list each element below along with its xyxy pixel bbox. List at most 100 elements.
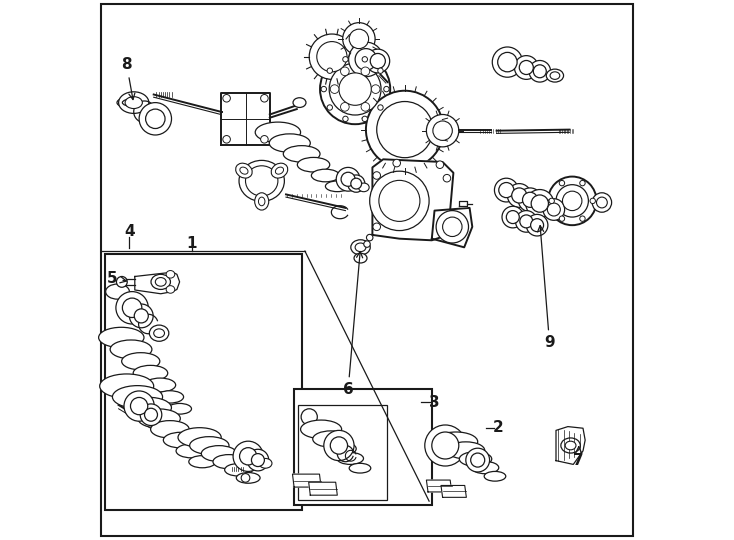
Ellipse shape	[559, 180, 564, 186]
Ellipse shape	[261, 94, 268, 102]
Ellipse shape	[364, 241, 370, 247]
Ellipse shape	[131, 397, 148, 415]
Ellipse shape	[443, 217, 462, 237]
Ellipse shape	[484, 471, 506, 481]
Ellipse shape	[156, 391, 184, 403]
Ellipse shape	[550, 72, 560, 79]
Ellipse shape	[321, 86, 327, 92]
Ellipse shape	[592, 193, 611, 212]
Ellipse shape	[341, 67, 349, 76]
Ellipse shape	[122, 353, 160, 370]
Ellipse shape	[597, 197, 607, 208]
Ellipse shape	[370, 53, 385, 69]
Ellipse shape	[507, 184, 531, 207]
Ellipse shape	[330, 85, 339, 93]
Text: 2: 2	[493, 420, 503, 435]
Ellipse shape	[343, 57, 348, 62]
Text: 7: 7	[573, 447, 584, 468]
Ellipse shape	[529, 60, 550, 82]
Ellipse shape	[189, 456, 216, 468]
Ellipse shape	[378, 68, 383, 73]
Polygon shape	[441, 485, 466, 497]
Ellipse shape	[327, 105, 333, 110]
Ellipse shape	[343, 23, 375, 55]
Ellipse shape	[531, 195, 548, 212]
Ellipse shape	[466, 448, 490, 472]
Ellipse shape	[236, 163, 252, 178]
Ellipse shape	[519, 60, 534, 75]
Ellipse shape	[377, 102, 433, 158]
Text: 8: 8	[121, 57, 135, 99]
Ellipse shape	[325, 181, 349, 192]
Polygon shape	[292, 474, 321, 487]
Ellipse shape	[506, 211, 519, 224]
Ellipse shape	[373, 223, 380, 231]
Ellipse shape	[106, 284, 129, 299]
Ellipse shape	[546, 69, 564, 82]
Ellipse shape	[247, 449, 269, 471]
Ellipse shape	[124, 391, 154, 421]
Ellipse shape	[355, 49, 377, 70]
Ellipse shape	[373, 172, 380, 179]
Ellipse shape	[117, 97, 148, 109]
Ellipse shape	[426, 114, 459, 147]
Ellipse shape	[565, 441, 576, 450]
Ellipse shape	[531, 219, 544, 232]
Ellipse shape	[371, 85, 380, 93]
Ellipse shape	[436, 161, 443, 168]
Ellipse shape	[354, 253, 367, 263]
Ellipse shape	[151, 274, 170, 289]
Polygon shape	[459, 201, 467, 206]
Ellipse shape	[233, 441, 264, 471]
Bar	[298, 405, 387, 500]
Ellipse shape	[349, 42, 383, 77]
Ellipse shape	[240, 167, 248, 174]
Ellipse shape	[320, 54, 390, 124]
Bar	[294, 389, 432, 505]
Ellipse shape	[140, 404, 161, 426]
Ellipse shape	[330, 63, 381, 115]
Ellipse shape	[559, 216, 564, 221]
Ellipse shape	[472, 462, 499, 474]
Ellipse shape	[543, 199, 564, 220]
Ellipse shape	[100, 374, 153, 399]
Ellipse shape	[526, 190, 554, 218]
Ellipse shape	[379, 180, 420, 221]
Ellipse shape	[590, 198, 595, 204]
Ellipse shape	[176, 444, 207, 458]
Ellipse shape	[178, 428, 221, 447]
Ellipse shape	[317, 42, 347, 72]
Ellipse shape	[361, 67, 370, 76]
Ellipse shape	[123, 298, 142, 318]
Ellipse shape	[239, 448, 257, 465]
Ellipse shape	[150, 325, 169, 341]
Ellipse shape	[145, 378, 175, 392]
Ellipse shape	[349, 29, 368, 49]
Ellipse shape	[366, 91, 443, 168]
Ellipse shape	[223, 136, 230, 143]
Ellipse shape	[297, 157, 330, 172]
Polygon shape	[426, 480, 452, 492]
Polygon shape	[221, 93, 270, 145]
Ellipse shape	[313, 431, 349, 447]
Ellipse shape	[447, 442, 484, 459]
Ellipse shape	[117, 276, 127, 287]
Ellipse shape	[261, 136, 268, 143]
Ellipse shape	[549, 198, 554, 204]
Text: 3: 3	[429, 395, 440, 410]
Ellipse shape	[548, 177, 597, 225]
Ellipse shape	[534, 65, 546, 78]
Ellipse shape	[336, 167, 360, 191]
Ellipse shape	[358, 183, 369, 192]
Ellipse shape	[255, 193, 269, 210]
Ellipse shape	[580, 216, 585, 221]
Ellipse shape	[341, 103, 349, 111]
Ellipse shape	[518, 188, 542, 212]
Ellipse shape	[493, 47, 523, 77]
Ellipse shape	[225, 463, 252, 476]
Ellipse shape	[125, 97, 142, 109]
Ellipse shape	[123, 99, 142, 106]
Ellipse shape	[112, 386, 162, 408]
Ellipse shape	[309, 34, 355, 79]
Ellipse shape	[153, 329, 164, 338]
